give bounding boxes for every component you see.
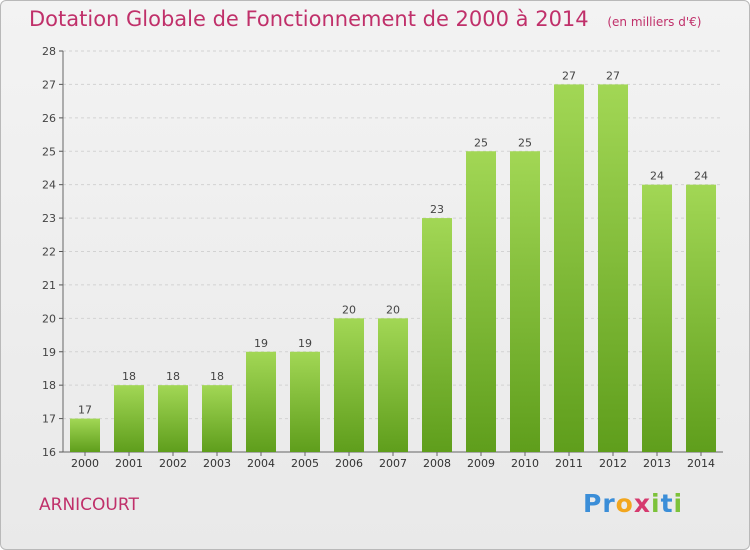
- bar-value-label: 20: [386, 303, 400, 316]
- x-tick-label: 2005: [291, 457, 319, 470]
- y-tick-label: 24: [42, 179, 56, 192]
- bar-value-label: 19: [298, 337, 312, 350]
- bar: [686, 184, 716, 452]
- y-tick-label: 27: [42, 78, 56, 91]
- bar-value-label: 27: [606, 69, 620, 82]
- bar: [158, 385, 188, 452]
- logo-letter: r: [602, 489, 616, 518]
- bar: [246, 351, 276, 452]
- bar: [114, 385, 144, 452]
- logo-letter: o: [615, 489, 634, 518]
- proxiti-logo: Proxiti: [583, 489, 683, 518]
- y-tick-label: 17: [42, 413, 56, 426]
- y-tick-label: 26: [42, 112, 56, 125]
- bar: [202, 385, 232, 452]
- chart-title: Dotation Globale de Fonctionnement de 20…: [29, 7, 701, 31]
- bar: [554, 84, 584, 453]
- y-tick-label: 23: [42, 212, 56, 225]
- x-tick-label: 2006: [335, 457, 363, 470]
- bar-value-label: 27: [562, 69, 576, 82]
- y-tick-label: 28: [42, 45, 56, 58]
- x-tick-label: 2013: [643, 457, 671, 470]
- bar: [598, 84, 628, 453]
- x-tick-label: 2008: [423, 457, 451, 470]
- x-tick-label: 2004: [247, 457, 275, 470]
- commune-name: ARNICOURT: [39, 495, 139, 515]
- bar-value-label: 24: [650, 170, 664, 183]
- y-tick-label: 19: [42, 346, 56, 359]
- x-tick-label: 2014: [687, 457, 715, 470]
- bar-value-label: 25: [474, 136, 488, 149]
- x-tick-label: 2010: [511, 457, 539, 470]
- bar: [466, 151, 496, 452]
- bar: [378, 318, 408, 452]
- bar-value-label: 18: [122, 370, 136, 383]
- bar-value-label: 23: [430, 203, 444, 216]
- y-tick-label: 20: [42, 312, 56, 325]
- bar: [334, 318, 364, 452]
- y-tick-label: 22: [42, 246, 56, 259]
- title-text: Dotation Globale de Fonctionnement de 20…: [29, 7, 589, 31]
- y-tick-label: 16: [42, 446, 56, 459]
- logo-letter: x: [633, 489, 651, 518]
- bar: [422, 218, 452, 452]
- logo-letter: i: [651, 489, 661, 518]
- y-tick-label: 18: [42, 379, 56, 392]
- x-tick-label: 2003: [203, 457, 231, 470]
- logo-letter: t: [660, 489, 674, 518]
- x-tick-label: 2011: [555, 457, 583, 470]
- bar-value-label: 18: [210, 370, 224, 383]
- logo-letter: P: [583, 489, 603, 518]
- x-tick-label: 2007: [379, 457, 407, 470]
- bar: [642, 184, 672, 452]
- x-tick-label: 2012: [599, 457, 627, 470]
- bar-value-label: 18: [166, 370, 180, 383]
- bar-value-label: 25: [518, 136, 532, 149]
- x-tick-label: 2009: [467, 457, 495, 470]
- y-tick-label: 25: [42, 145, 56, 158]
- x-tick-label: 2001: [115, 457, 143, 470]
- x-tick-label: 2002: [159, 457, 187, 470]
- logo-letter: i: [673, 489, 684, 518]
- bar: [510, 151, 540, 452]
- bar-value-label: 24: [694, 170, 708, 183]
- bar: [70, 418, 100, 452]
- bar-value-label: 17: [78, 404, 92, 417]
- y-tick-label: 21: [42, 279, 56, 292]
- bar-value-label: 20: [342, 303, 356, 316]
- x-tick-label: 2000: [71, 457, 99, 470]
- bar: [290, 351, 320, 452]
- chart-subtitle: (en milliers d'€): [607, 15, 702, 29]
- bar-value-label: 19: [254, 337, 268, 350]
